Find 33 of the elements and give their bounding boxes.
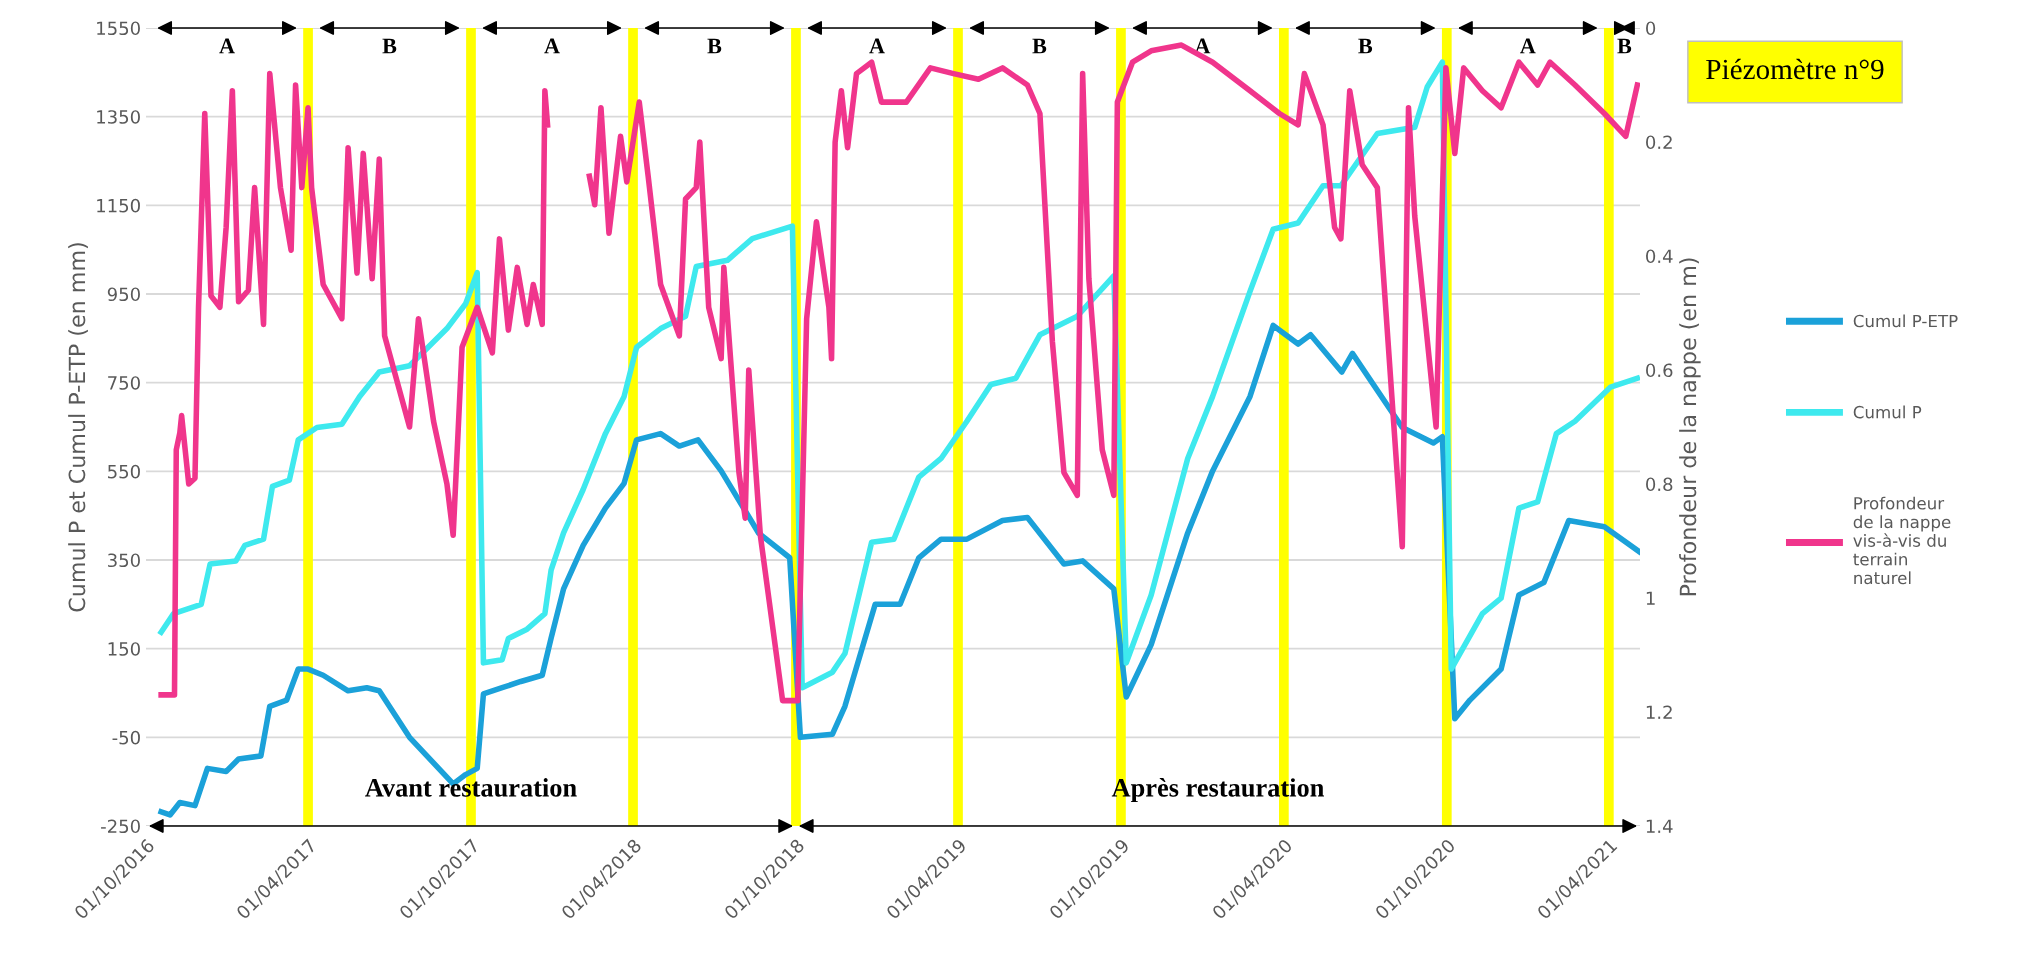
annotation: B: [382, 38, 397, 54]
annotation: A: [1520, 38, 1536, 54]
y2-tick-label: 0.6: [1646, 363, 1673, 378]
legend-label: Cumul P: [1853, 405, 1922, 419]
annotation: B: [1358, 38, 1373, 54]
annotation: B: [707, 38, 722, 54]
y2-tick-label: 1.2: [1646, 705, 1672, 719]
y2-tick-label: 1.4: [1646, 819, 1673, 833]
y2-tick-label: 0.8: [1646, 477, 1673, 492]
y-tick-label: 1150: [97, 198, 140, 213]
y2-tick-label: 0.2: [1646, 135, 1672, 150]
text: Piézomètre n°9: [1706, 58, 1884, 80]
y-tick-label: 150: [108, 642, 140, 656]
y-tick-label: 750: [108, 376, 140, 390]
y-axis-title: Cumul P et Cumul P-ETP (en mm): [68, 243, 88, 612]
y2-tick-label: 0: [1646, 21, 1656, 36]
y-tick-label: -250: [101, 819, 140, 834]
y2-axis-title: Profondeur de la nappe (en m): [1679, 258, 1701, 596]
y-tick-label: -50: [112, 730, 140, 745]
y2-tick-label: 0.4: [1646, 249, 1673, 264]
y-tick-label: 950: [107, 287, 140, 302]
annotation: B: [1617, 38, 1632, 54]
y-tick-label: 350: [108, 553, 140, 568]
annotation: B: [1032, 38, 1047, 54]
annotation: A: [219, 38, 235, 54]
y2-tick-label: 1: [1646, 591, 1655, 605]
legend-label: Profondeur de la nappe vis-à-vis du terrain naturel: [1853, 496, 1951, 585]
legend-label: Cumul P-ETP: [1853, 314, 1958, 328]
annotation: A: [869, 38, 885, 54]
y-tick-label: 1350: [97, 110, 140, 124]
y-tick-label: 1550: [97, 21, 140, 36]
y-tick-label: 550: [108, 464, 140, 479]
annotation: A: [544, 38, 560, 54]
